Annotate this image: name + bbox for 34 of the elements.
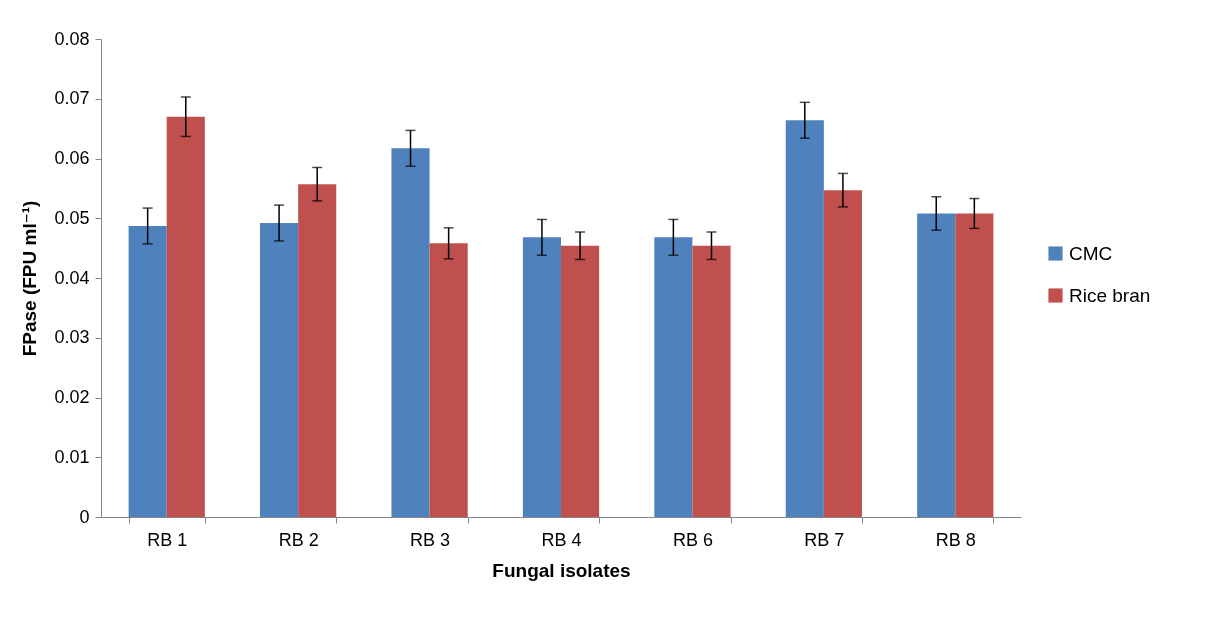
legend-label: CMC xyxy=(1069,242,1113,264)
x-tick-label: RB 3 xyxy=(410,529,451,550)
y-tick-label: 0.08 xyxy=(54,28,90,49)
legend-label: Rice bran xyxy=(1069,284,1151,306)
y-axis-title: FPase (FPU ml⁻¹) xyxy=(19,200,41,357)
bar xyxy=(785,120,824,517)
x-tick-label: RB 1 xyxy=(147,529,188,550)
bar xyxy=(654,237,693,517)
bar xyxy=(823,190,862,517)
y-tick-label: 0.06 xyxy=(54,148,90,168)
y-tick-label: 0.07 xyxy=(54,88,90,109)
x-tick-label: RB 4 xyxy=(541,529,582,550)
bar xyxy=(692,245,731,517)
bar xyxy=(917,213,956,517)
bar xyxy=(260,223,299,517)
y-tick-label: 0.01 xyxy=(54,446,90,467)
bar xyxy=(128,226,167,517)
y-tick-label: 0 xyxy=(79,506,90,527)
x-tick-label: RB 7 xyxy=(804,529,845,550)
y-tick-label: 0.05 xyxy=(54,207,90,228)
x-tick-label: RB 2 xyxy=(278,529,319,550)
y-tick-label: 0.02 xyxy=(54,387,90,407)
bar xyxy=(429,243,468,517)
y-tick-label: 0.04 xyxy=(54,267,90,288)
x-tick-label: RB 8 xyxy=(935,529,976,550)
bar xyxy=(298,184,337,517)
y-tick-label: 0.03 xyxy=(54,327,90,348)
bar xyxy=(522,237,561,517)
x-tick-label: RB 6 xyxy=(672,529,713,550)
bar xyxy=(391,148,430,517)
bar xyxy=(561,245,600,517)
bar xyxy=(166,116,205,517)
x-axis-title: Fungal isolates xyxy=(492,559,631,581)
bar xyxy=(955,213,994,517)
